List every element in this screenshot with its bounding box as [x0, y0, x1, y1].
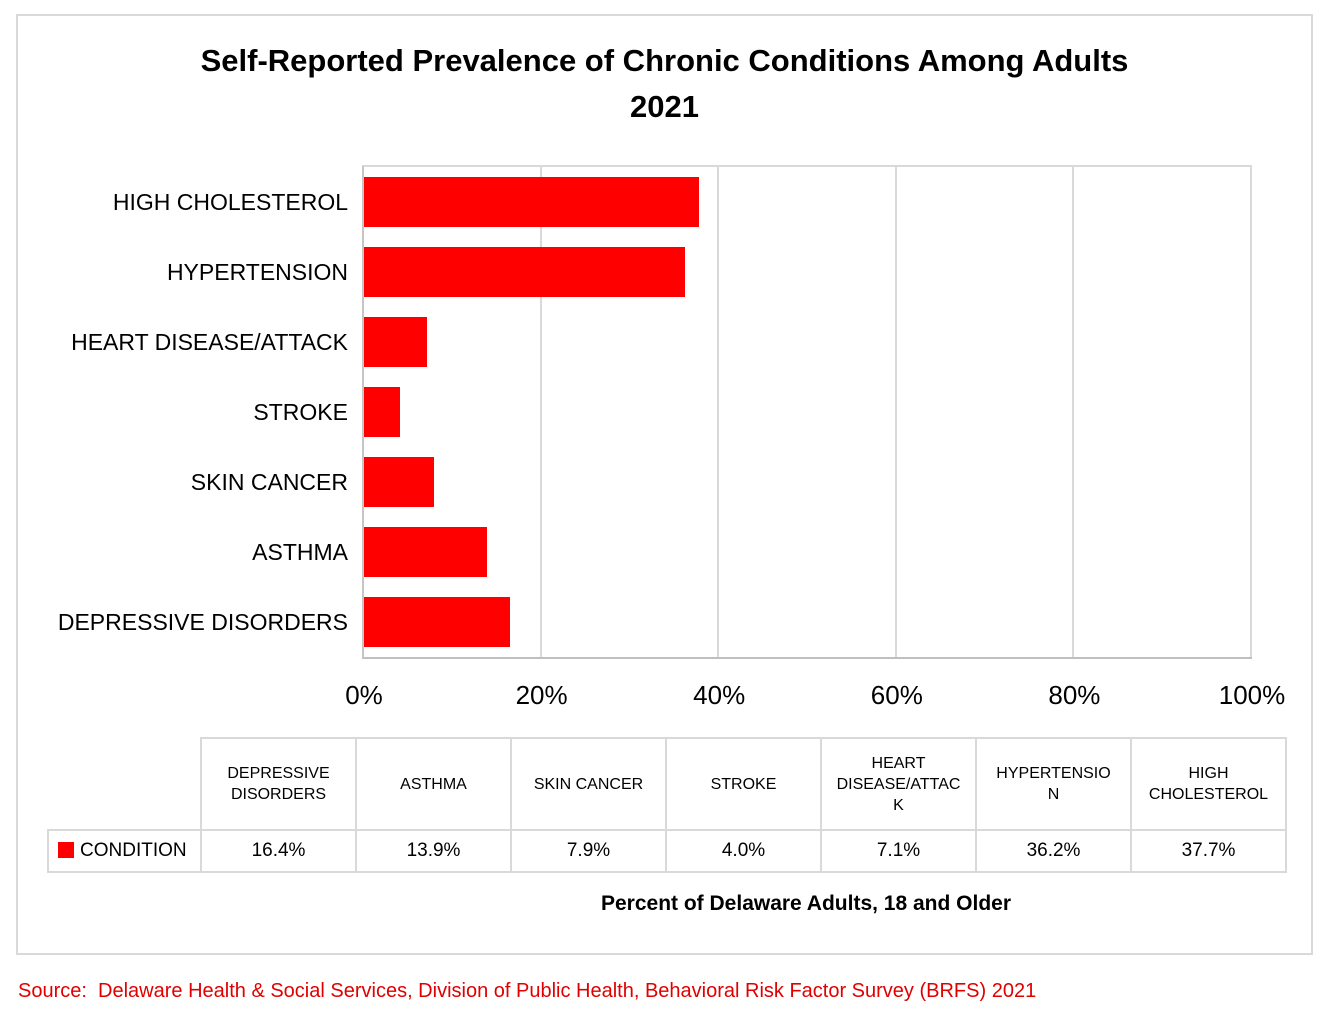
category-label-high-cholesterol: HIGH CHOLESTEROL [112, 188, 348, 215]
table-value-cell-skin-cancer: 7.9% [510, 829, 667, 873]
table-value-cell-depressive-disorders: 16.4% [200, 829, 357, 873]
x-tick-label: 0% [345, 680, 383, 710]
bar-high-cholesterol [364, 177, 699, 227]
table-header-cell-depressive-disorders: DEPRESSIVE DISORDERS [200, 737, 357, 831]
gridline [717, 167, 720, 657]
x-tick-label: 60% [870, 680, 923, 710]
bar-skin-cancer [364, 457, 435, 507]
bar-stroke [364, 387, 400, 437]
legend-cell: CONDITION [47, 829, 202, 873]
category-axis-labels: HIGH CHOLESTEROL HYPERTENSION HEART DISEAS… [18, 167, 348, 657]
chart-title-line1: Self-Reported Prevalence of Chronic Cond… [200, 43, 1129, 78]
table-value-cell-stroke: 4.0% [665, 829, 822, 873]
x-tick-label: 80% [1048, 680, 1101, 710]
x-tick-label: 100% [1218, 680, 1286, 710]
category-label-depressive-disorders: DEPRESSIVE DISORDERS [57, 608, 348, 635]
category-label-skin-cancer: SKIN CANCER [190, 468, 348, 495]
bar-heart-disease-attack [364, 317, 428, 367]
gridline [1072, 167, 1075, 657]
table-header-cell-asthma: ASTHMA [355, 737, 512, 831]
chart-figure: Self-Reported Prevalence of Chronic Cond… [16, 14, 1313, 955]
gridline [539, 167, 542, 657]
table-header-cell-skin-cancer: SKIN CANCER [510, 737, 667, 831]
data-table: DEPRESSIVE DISORDERS ASTHMA SKIN CANCER STR… [47, 737, 1287, 873]
bar-asthma [364, 527, 488, 577]
x-tick-label: 40% [693, 680, 746, 710]
x-axis-title: Percent of Delaware Adults, 18 and Older [600, 892, 1011, 915]
table-corner-cell [48, 738, 201, 830]
gridline [1250, 167, 1252, 657]
table-header-cell-high-cholesterol: HIGH CHOLESTEROL [1130, 737, 1287, 831]
legend-label: CONDITION [80, 840, 187, 861]
legend-swatch-icon [58, 842, 74, 858]
table-header-row: DEPRESSIVE DISORDERS ASTHMA SKIN CANCER STR… [48, 737, 1287, 831]
x-tick-label: 20% [515, 680, 568, 710]
table-header-cell-stroke: STROKE [665, 737, 822, 831]
source-note: Source: Delaware Health & Social Service… [18, 980, 1037, 1002]
table-header-cell-hypertension: HYPERTENSION [975, 737, 1132, 831]
table-value-cell-asthma: 13.9% [355, 829, 512, 873]
table-value-cell-heart-disease-attack: 7.1% [820, 829, 977, 873]
table-header-cell-heart-disease-attack: HEART DISEASE/ATTACK [820, 737, 977, 831]
chart-title-year: 2021 [630, 89, 699, 124]
category-label-heart-disease-attack: HEART DISEASE/ATTACK [71, 328, 348, 355]
plot-area [362, 165, 1252, 659]
table-body: DEPRESSIVE DISORDERS ASTHMA SKIN CANCER STR… [47, 737, 1287, 873]
table-data-row: CONDITION 16.4% 13.9% 7.9% 4.0% 7.1% 36.2% 37.7… [47, 829, 1287, 873]
x-axis-ticks: 0% 20% 40% 60% 80% 100% [345, 680, 1285, 716]
bar-depressive-disorders [364, 597, 510, 647]
bar-hypertension [364, 247, 686, 297]
gridline [894, 167, 897, 657]
category-label-asthma: ASTHMA [252, 538, 348, 565]
category-label-hypertension: HYPERTENSION [166, 258, 348, 285]
table-value-cell-high-cholesterol: 37.7% [1130, 829, 1287, 873]
chart-title: Self-Reported Prevalence of Chronic Cond… [18, 38, 1311, 130]
table-value-cell-hypertension: 36.2% [975, 829, 1132, 873]
category-label-stroke: STROKE [253, 398, 348, 425]
